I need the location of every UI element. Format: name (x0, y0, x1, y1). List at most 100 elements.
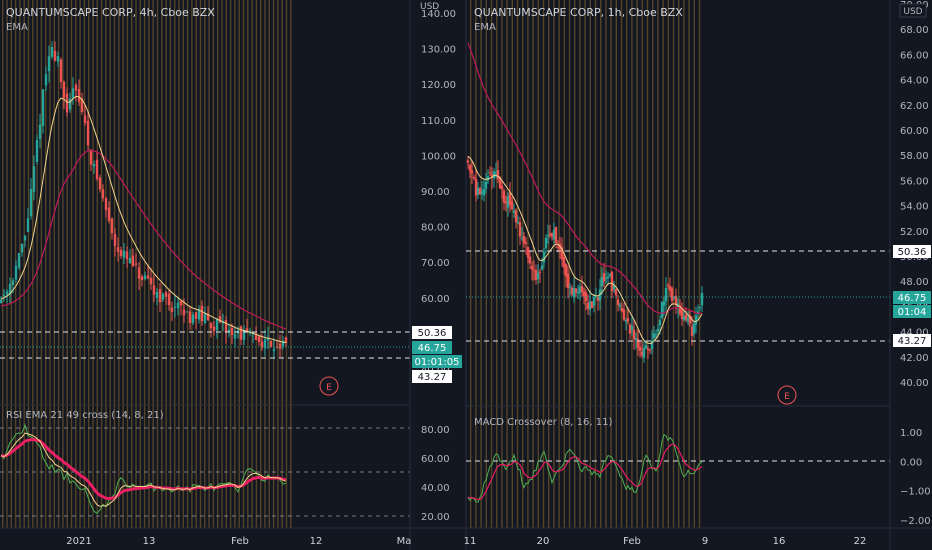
candle-body (209, 323, 213, 329)
candle-body (684, 314, 688, 320)
session-stripe (49, 0, 51, 528)
session-stripe (122, 0, 124, 528)
oscillator-tick-label: 1.00 (900, 428, 922, 439)
session-stripe (501, 0, 503, 528)
left-chart-panel[interactable]: E QUANTUMSCAPE CORP, 4h, Cboe BZX EMA RS… (0, 0, 466, 550)
session-stripe (662, 0, 664, 528)
session-stripe (574, 0, 576, 528)
candle-body (516, 222, 520, 224)
candle-body (179, 301, 183, 306)
session-stripe (290, 0, 292, 528)
price-tick-label: 120.00 (421, 80, 456, 91)
session-stripe (251, 0, 253, 528)
candle-body (656, 328, 660, 332)
candle-body (194, 312, 198, 319)
session-stripe (88, 0, 90, 528)
candle-body (65, 93, 69, 113)
candle-body (476, 187, 480, 195)
candle-body (506, 196, 510, 208)
candle-body (674, 295, 678, 305)
candle-body (215, 319, 219, 331)
candle-body (590, 301, 594, 309)
ema-slow-line (0, 149, 287, 330)
earnings-event-label: E (784, 392, 790, 402)
candle-body (620, 308, 624, 312)
candle-body (263, 339, 267, 349)
candle-body (552, 229, 556, 240)
candle-body (161, 294, 165, 300)
candle-body (488, 172, 492, 174)
candle-body (170, 307, 174, 312)
session-stripe (281, 0, 283, 528)
session-stripe (36, 0, 38, 528)
candle-body (542, 251, 546, 263)
candle-body (648, 349, 652, 351)
candle-body (176, 302, 180, 308)
session-stripe (66, 0, 68, 528)
candle-body (95, 159, 99, 179)
oscillator-tick-label: −2.00 (900, 516, 931, 527)
session-stripe (631, 0, 633, 528)
candle-body (646, 348, 650, 351)
session-stripe (641, 0, 643, 528)
price-tick-label: 52.00 (900, 227, 929, 238)
time-tick-label: 20 (537, 536, 550, 547)
candle-body (540, 265, 544, 270)
candle-body (98, 177, 102, 190)
session-stripe (234, 0, 236, 528)
candle-body (185, 311, 189, 313)
price-tick-label: 62.00 (900, 101, 929, 112)
price-tick-label: 60.00 (421, 294, 450, 305)
price-axis[interactable] (410, 0, 466, 528)
candle-body (11, 280, 15, 286)
candle-body (56, 55, 60, 62)
session-stripe (195, 0, 197, 528)
candle-body (634, 338, 638, 341)
price-tick-label: 110.00 (421, 116, 456, 127)
candle-body (612, 285, 616, 290)
session-stripe (553, 0, 555, 528)
candle-body (50, 47, 54, 57)
earnings-event-icon[interactable] (777, 385, 797, 405)
candle-body (484, 181, 488, 189)
candle-body (47, 56, 51, 72)
candle-body (206, 313, 210, 320)
earnings-event-icon[interactable] (319, 376, 339, 396)
candle-body (526, 247, 530, 258)
session-stripe (516, 0, 519, 528)
candle-body (508, 192, 512, 205)
session-stripe (32, 0, 34, 528)
candle-body (266, 337, 270, 341)
session-stripe (255, 0, 258, 528)
session-stripe (558, 0, 560, 528)
candle-body (224, 319, 228, 333)
session-stripe (667, 0, 669, 528)
candle-body (630, 325, 634, 331)
session-stripe (221, 0, 223, 528)
currency-badge (899, 3, 927, 18)
candle-body (59, 59, 63, 83)
candle-body (92, 164, 96, 167)
price-axis[interactable] (890, 0, 932, 528)
time-tick-label: 9 (702, 536, 708, 547)
candle-body (596, 297, 600, 301)
candle-body (592, 297, 596, 306)
time-axis[interactable]: 2021 13 Feb 12 Ma (66, 536, 411, 547)
session-stripe (204, 0, 206, 528)
candle-body (632, 329, 636, 340)
candle-body (472, 176, 476, 179)
countdown-badge (412, 355, 462, 368)
oscillator-title: RSI EMA 21 49 cross (14, 8, 21) (6, 410, 164, 421)
session-stripe (579, 0, 581, 528)
candle-body (257, 336, 261, 342)
right-chart-panel[interactable]: E QUANTUMSCAPE CORP, 1h, Cboe BZX EMA MA… (464, 0, 932, 550)
candle-body (14, 265, 18, 280)
candle-body (74, 84, 78, 91)
session-stripe (96, 0, 98, 528)
candle-body (504, 201, 508, 204)
time-axis[interactable]: 11 20 Feb 9 16 22 (464, 536, 867, 547)
price-tick-label: 48.00 (900, 277, 929, 288)
session-stripe (62, 0, 64, 528)
candle-body (572, 287, 576, 298)
candle-body (71, 88, 75, 99)
